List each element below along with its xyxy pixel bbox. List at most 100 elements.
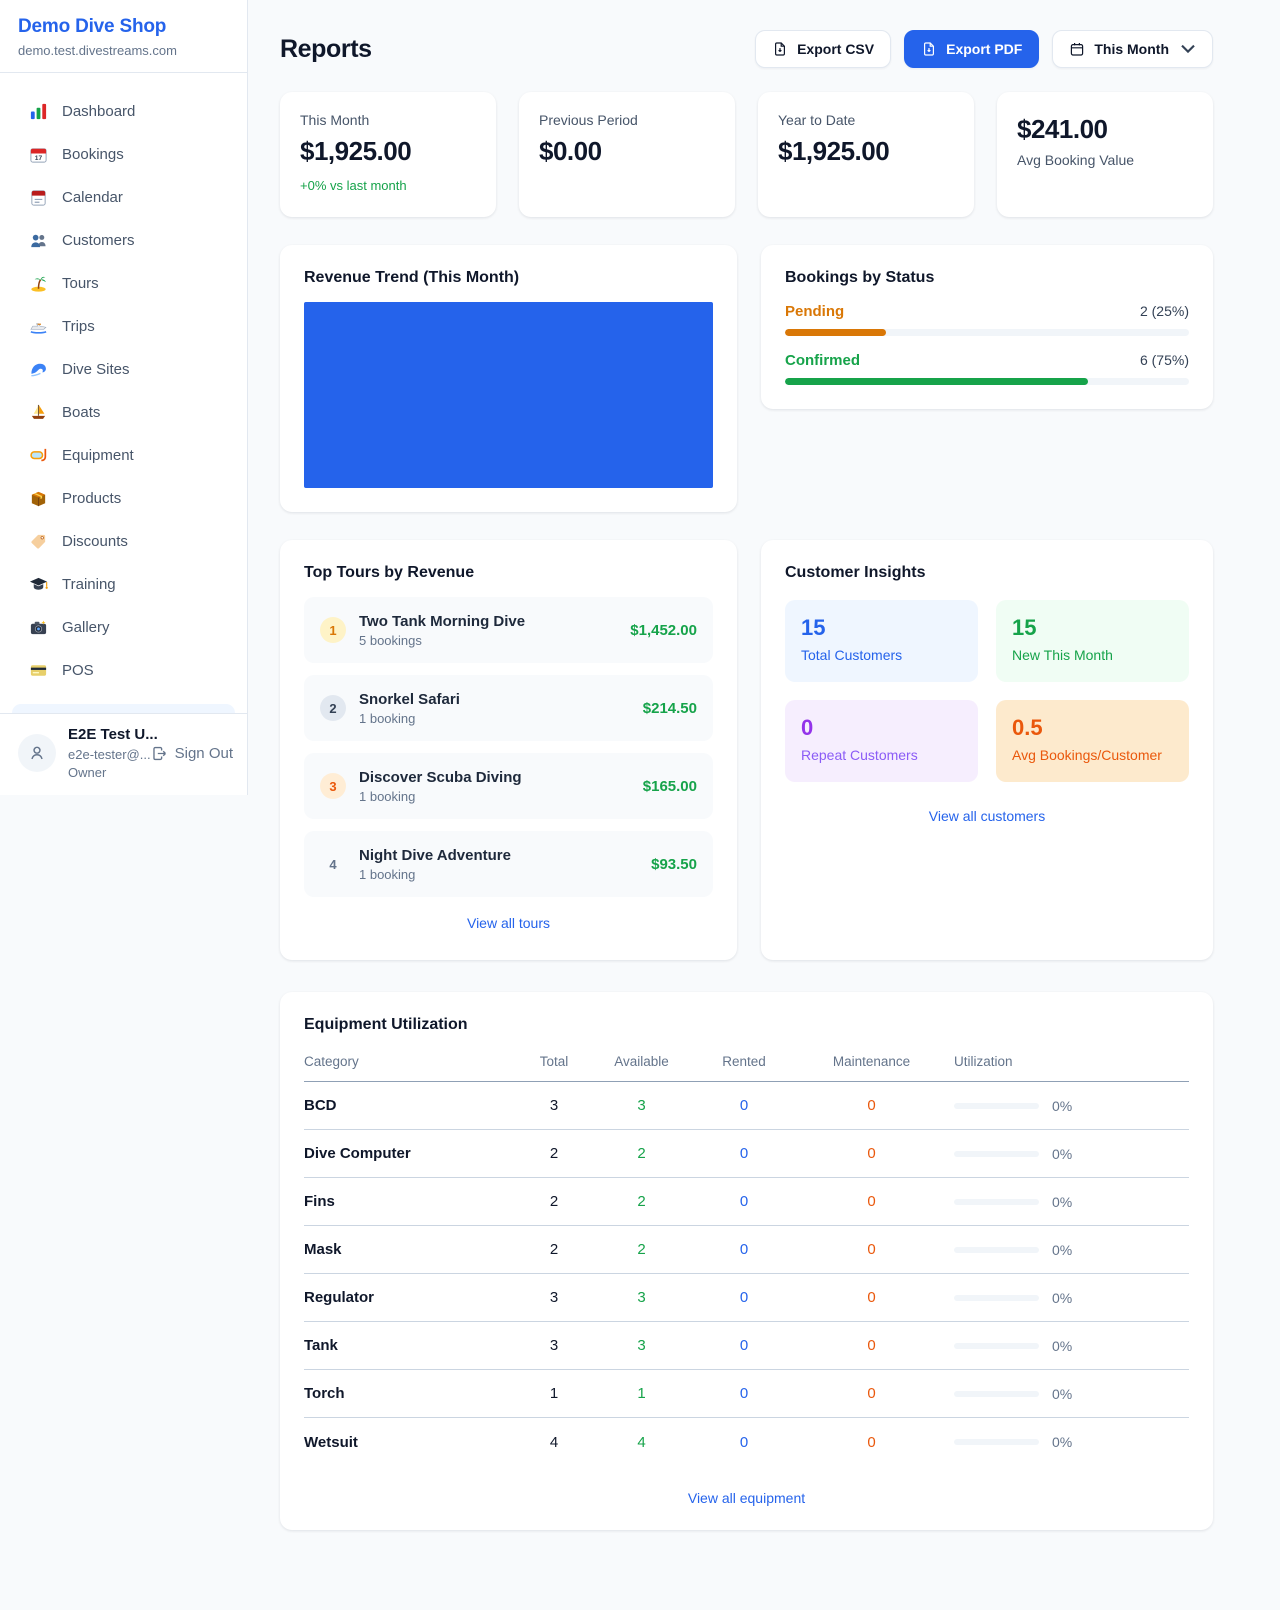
cell-total: 4 [549, 1433, 559, 1451]
sidebar-item[interactable]: Gallery [12, 606, 235, 649]
camera-icon [28, 618, 48, 638]
view-all-equipment-link[interactable]: View all equipment [687, 1490, 806, 1506]
cell-utilization: 0% [954, 1098, 1189, 1114]
cell-utilization: 0% [954, 1194, 1189, 1210]
avatar [18, 734, 56, 773]
view-all-tours-link[interactable]: View all tours [466, 915, 550, 931]
sidebar-item[interactable]: Tours [12, 262, 235, 305]
utilization-pct: 0% [1052, 1193, 1073, 1210]
insight-value: 15 [801, 615, 826, 640]
sidebar-item[interactable]: Discounts [12, 520, 235, 563]
sidebar-item[interactable]: POS [12, 649, 235, 692]
sidebar-item[interactable]: Dashboard [12, 90, 235, 133]
credit-card-icon [28, 661, 48, 681]
sidebar-item-label: Dive Sites [62, 361, 130, 378]
status-progress-track [785, 378, 1189, 385]
utilization-pct: 0% [1052, 1289, 1073, 1306]
sidebar-item-label: Training [62, 576, 116, 593]
sidebar-item[interactable]: Products [12, 477, 235, 520]
user-role: Owner [68, 764, 107, 780]
cell-available: 3 [637, 1337, 646, 1354]
status-row: Confirmed 6 (75%) [785, 352, 1189, 385]
stat-label: Previous Period [539, 112, 638, 128]
sidebar-item-label: Boats [62, 404, 101, 421]
sign-out-button[interactable]: Sign Out [151, 745, 233, 762]
cell-total: 2 [549, 1145, 559, 1162]
utilization-pct: 0% [1052, 1097, 1073, 1114]
status-value: 6 (75%) [1139, 352, 1189, 368]
utilization-pct: 0% [1052, 1145, 1073, 1162]
status-row: Pending 2 (25%) [785, 303, 1189, 336]
cell-rented: 0 [739, 1241, 749, 1258]
tour-bookings: 1 booking [359, 788, 416, 804]
sidebar-item[interactable]: Calendar [12, 176, 235, 219]
sidebar-item[interactable]: Customers [12, 219, 235, 262]
insight-tiles: 15 Total Customers 15 New This Month 0 R… [785, 600, 1189, 782]
table-row: Torch 1 1 0 0 0% [304, 1370, 1189, 1418]
cell-maintenance: 0 [867, 1385, 876, 1402]
page-title: Reports [280, 34, 372, 63]
chevron-down-icon [1181, 44, 1195, 54]
bookings-status-title: Bookings by Status [785, 269, 935, 286]
tour-row[interactable]: 3 Discover Scuba Diving 1 booking $165.0… [304, 753, 713, 819]
top-tours-title: Top Tours by Revenue [304, 564, 475, 581]
sidebar-item[interactable]: Dive Sites [12, 348, 235, 391]
export-csv-label: Export CSV [797, 41, 875, 57]
tour-bookings: 1 booking [359, 866, 416, 882]
sidebar-item-label: Calendar [62, 189, 123, 206]
sidebar-item-label: Tours [62, 275, 99, 292]
status-progress-fill [785, 329, 886, 336]
tour-revenue: $1,452.00 [630, 621, 697, 639]
col-available: Available [614, 1054, 669, 1069]
table-row: Mask 2 2 0 0 0% [304, 1226, 1189, 1274]
cell-available: 1 [637, 1385, 646, 1402]
main-content: Reports Export CSV Export PDF This Month [280, 0, 1213, 1530]
shop-domain: demo.test.divestreams.com [18, 43, 177, 58]
sidebar-item[interactable]: Boats [12, 391, 235, 434]
cell-utilization: 0% [954, 1242, 1189, 1258]
col-rented: Rented [722, 1054, 766, 1069]
table-row: Regulator 3 3 0 0 0% [304, 1274, 1189, 1322]
tour-revenue: $165.00 [642, 777, 697, 795]
insight-value: 0.5 [1012, 715, 1043, 740]
sidebar-item[interactable]: Trips [12, 305, 235, 348]
tour-row[interactable]: 1 Two Tank Morning Dive 5 bookings $1,45… [304, 597, 713, 663]
tour-row[interactable]: 2 Snorkel Safari 1 booking $214.50 [304, 675, 713, 741]
period-label: This Month [1094, 41, 1169, 57]
cell-maintenance: 0 [867, 1241, 876, 1258]
insights-row: Top Tours by Revenue 1 Two Tank Morning … [280, 540, 1213, 960]
table-row: Tank 3 3 0 0 0% [304, 1322, 1189, 1370]
stat-label: This Month [300, 112, 370, 128]
cell-available: 2 [637, 1193, 646, 1210]
tour-name: Two Tank Morning Dive [359, 612, 526, 630]
cell-category: Dive Computer [304, 1145, 411, 1162]
insight-label: Avg Bookings/Customer [1012, 747, 1162, 763]
sidebar-item[interactable]: Equipment [12, 434, 235, 477]
cell-category: Mask [304, 1241, 342, 1258]
revenue-trend-title: Revenue Trend (This Month) [304, 269, 520, 286]
diving-mask-icon [28, 446, 48, 466]
utilization-pct: 0% [1052, 1434, 1073, 1450]
cell-utilization: 0% [954, 1386, 1189, 1402]
col-maintenance: Maintenance [832, 1054, 911, 1069]
sailboat-icon [28, 403, 48, 423]
cell-available: 3 [637, 1289, 646, 1306]
cell-category: Tank [304, 1337, 338, 1354]
export-csv-button[interactable]: Export CSV [755, 30, 892, 68]
sidebar-item-label: Discounts [62, 533, 128, 550]
period-dropdown[interactable]: This Month [1052, 30, 1213, 68]
utilization-pct: 0% [1052, 1385, 1073, 1402]
insight-label: New This Month [1012, 647, 1113, 663]
header-actions: Export CSV Export PDF This Month [755, 30, 1213, 68]
rank-badge: 4 [329, 856, 337, 872]
sidebar-item-label: Equipment [62, 447, 134, 464]
tour-revenue: $214.50 [642, 699, 697, 717]
status-progress-track [785, 329, 1189, 336]
tour-row[interactable]: 4 Night Dive Adventure 1 booking $93.50 [304, 831, 713, 897]
sidebar-item-reports-partial[interactable] [12, 703, 235, 713]
sidebar-item[interactable]: Training [12, 563, 235, 606]
equipment-table-header: Category Total Available Rented Maintena… [304, 1054, 1189, 1082]
sidebar-item[interactable]: 17 Bookings [12, 133, 235, 176]
export-pdf-button[interactable]: Export PDF [904, 30, 1040, 68]
view-all-customers-link[interactable]: View all customers [928, 808, 1046, 824]
